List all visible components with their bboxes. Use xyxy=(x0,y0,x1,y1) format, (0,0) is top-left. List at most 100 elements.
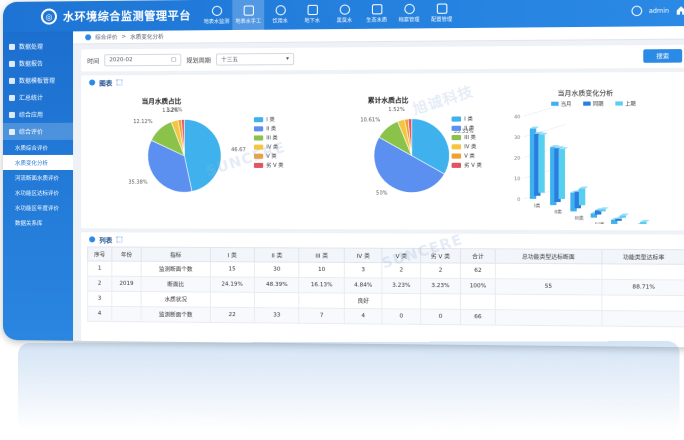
sidebar-item-5[interactable]: 综合评价 xyxy=(3,123,73,140)
legend-swatch xyxy=(254,117,263,122)
legend-item[interactable]: II 类 xyxy=(452,124,482,133)
table-cell: 3.23% xyxy=(382,278,420,294)
legend-swatch xyxy=(254,135,263,140)
sidebar-item-1[interactable]: 数据报告 xyxy=(3,54,73,72)
bar[interactable] xyxy=(579,189,585,206)
legend-item[interactable]: III 类 xyxy=(452,133,482,142)
table-cell xyxy=(420,294,460,310)
legend-label: III 类 xyxy=(464,134,476,141)
bar[interactable] xyxy=(615,219,621,221)
breadcrumb-item-1[interactable]: 综合评价 xyxy=(95,33,117,41)
search-button[interactable]: 搜索 xyxy=(643,49,682,63)
sidebar-item-label: 数据处理 xyxy=(19,42,43,51)
user-area: admin xyxy=(632,0,684,27)
home-icon[interactable] xyxy=(676,5,684,16)
nav-item-7[interactable]: 配置管理 xyxy=(425,0,458,28)
table-header-cell[interactable]: I 类 xyxy=(210,247,255,261)
location-icon xyxy=(85,34,91,40)
legend-item[interactable]: 劣 V 类 xyxy=(452,161,482,170)
legend-item[interactable]: I 类 xyxy=(254,115,283,124)
legend-swatch xyxy=(254,126,263,131)
table-header-cell[interactable]: 总功能类型达标断面 xyxy=(495,249,601,264)
sidebar-item-4[interactable]: 综合应用 xyxy=(3,106,73,123)
folder-icon xyxy=(404,3,414,13)
legend-swatch xyxy=(452,135,461,140)
table-cell xyxy=(495,294,601,310)
table-cell: 22 xyxy=(210,307,255,323)
table-header-cell[interactable]: 指标 xyxy=(142,247,210,262)
nav-item-5[interactable]: 生态水质 xyxy=(360,0,392,29)
table-header-cell[interactable]: 功能类型达标率 xyxy=(602,249,684,264)
bar-chart-title: 当月水质变化分析 xyxy=(558,87,614,98)
legend-label: 劣 V 类 xyxy=(464,162,482,169)
time-input[interactable]: 2020-02 ▢ xyxy=(104,54,181,67)
legend-item[interactable]: I 类 xyxy=(452,114,482,123)
table-cell: 3.23% xyxy=(420,278,460,294)
table-header-cell[interactable]: 年份 xyxy=(112,247,142,261)
table-cell xyxy=(254,292,299,308)
sidebar-subitem-5[interactable]: 数据关系库 xyxy=(3,215,73,230)
sidebar-subitem-3[interactable]: 水功能区达标评价 xyxy=(3,185,73,200)
apps-icon xyxy=(9,111,15,117)
pie-chart-monthly: 46.67% 35.38% 12.12% 1.52%1.28% xyxy=(123,107,245,203)
bar-legend-swatch xyxy=(551,102,558,106)
bar[interactable] xyxy=(599,209,605,211)
legend-swatch xyxy=(452,144,461,149)
nav-item-3[interactable]: 地下水 xyxy=(296,0,328,29)
bar[interactable] xyxy=(538,135,544,193)
table-cell xyxy=(460,294,495,310)
legend-swatch xyxy=(452,116,461,121)
bar[interactable] xyxy=(620,216,626,218)
period-select[interactable]: 十三五 ▾ xyxy=(216,53,294,66)
legend-swatch xyxy=(452,154,461,159)
template-icon xyxy=(9,77,15,83)
sidebar-subitem-0[interactable]: 水质综合评价 xyxy=(3,140,73,155)
x-tick-label: I类 xyxy=(534,202,541,209)
platform-logo-icon: ◎ xyxy=(41,8,57,24)
nav-item-label: 地下水 xyxy=(304,16,320,23)
pie2-legend: I 类 II 类 III 类 IV 类V 类劣 V 类 xyxy=(452,114,482,170)
table-cell xyxy=(495,263,601,279)
table-cell: 16.13% xyxy=(299,277,344,293)
sidebar-item-3[interactable]: 汇总统计 xyxy=(3,89,73,106)
sidebar-subitem-4[interactable]: 水功能区年度评价 xyxy=(3,200,73,215)
nav-item-0[interactable]: 地表水监测 xyxy=(201,0,233,30)
nav-item-2[interactable]: 饮用水 xyxy=(264,0,296,30)
sidebar-subitem-1[interactable]: 水质变化分析 xyxy=(3,155,73,170)
table-header-cell[interactable]: 序号 xyxy=(88,247,112,261)
bar[interactable] xyxy=(559,149,565,199)
sidebar-subitem-2[interactable]: 河流断面水质评价 xyxy=(3,170,73,185)
leaf-icon xyxy=(371,4,381,14)
bar[interactable] xyxy=(640,222,646,224)
table-cell xyxy=(602,264,684,280)
grid-icon[interactable] xyxy=(116,79,122,85)
table-cell: 33 xyxy=(254,308,299,324)
user-name[interactable]: admin xyxy=(649,7,669,14)
nav-item-4[interactable]: 黑臭水 xyxy=(328,0,360,29)
legend-item[interactable]: IV 类 xyxy=(452,142,482,151)
table-cell: 55 xyxy=(495,279,601,295)
sidebar-item-2[interactable]: 数据模板管理 xyxy=(3,72,73,89)
legend-label: 劣 V 类 xyxy=(266,162,283,169)
table-cell: 0 xyxy=(382,309,420,325)
nav-item-1[interactable]: 地表水手工 xyxy=(232,0,264,30)
table-header-cell[interactable]: IV 类 xyxy=(344,248,382,263)
legend-item[interactable]: II 类 xyxy=(254,124,283,133)
table-header-cell[interactable]: 合计 xyxy=(460,249,495,264)
table-cell: 100% xyxy=(460,278,495,294)
sidebar-item-0[interactable]: 数据处理 xyxy=(3,37,73,55)
nav-item-6[interactable]: 档案管理 xyxy=(393,0,425,29)
stats-icon xyxy=(9,94,15,100)
user-avatar-icon[interactable] xyxy=(632,6,643,16)
legend-swatch xyxy=(452,163,461,168)
table-cell: 4.84% xyxy=(344,278,382,294)
grid-icon[interactable] xyxy=(116,236,122,242)
legend-label: IV 类 xyxy=(464,143,476,150)
nav-item-label: 档案管理 xyxy=(399,16,420,23)
legend-item[interactable]: V 类 xyxy=(452,151,482,160)
table-header-cell[interactable]: II 类 xyxy=(254,248,299,262)
table-header-cell[interactable]: III 类 xyxy=(299,248,344,263)
table-cell: 15 xyxy=(210,262,255,277)
grid-line xyxy=(523,104,566,117)
database-icon xyxy=(9,43,15,49)
